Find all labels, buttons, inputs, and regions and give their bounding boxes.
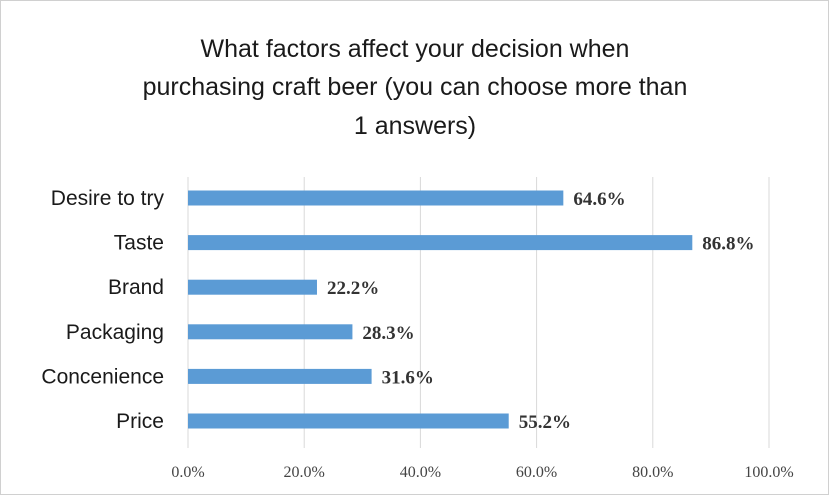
category-label: Desire to try — [51, 187, 165, 210]
chart-title-line: 1 answers) — [354, 112, 476, 140]
category-label: Packaging — [66, 321, 164, 344]
data-label: 31.6% — [382, 367, 434, 388]
x-tick-label: 0.0% — [171, 464, 204, 481]
x-tick-label: 80.0% — [632, 464, 673, 481]
bar — [188, 324, 353, 340]
data-label: 28.3% — [362, 323, 414, 344]
data-label: 22.2% — [327, 278, 379, 299]
bar — [188, 235, 693, 251]
x-axis-tick-labels: 0.0% 20.0% 40.0% 60.0% 80.0% 100.0% — [171, 464, 793, 481]
bars — [188, 190, 693, 429]
category-label: Taste — [114, 232, 164, 255]
data-label: 55.2% — [519, 412, 571, 433]
bar — [188, 413, 509, 429]
category-labels: Desire to try Taste Brand Packaging Concenie… — [41, 187, 164, 433]
chart-title-line: purchasing craft beer (you can choose mo… — [143, 73, 688, 101]
bar — [188, 279, 317, 295]
x-tick-label: 60.0% — [516, 464, 557, 481]
bar — [188, 190, 564, 206]
bar — [188, 368, 372, 384]
x-tick-label: 100.0% — [744, 464, 793, 481]
gridlines — [187, 177, 770, 448]
category-label: Price — [116, 410, 164, 433]
category-label: Concenience — [41, 365, 164, 388]
x-tick-label: 20.0% — [284, 464, 325, 481]
data-label: 86.8% — [702, 234, 754, 255]
chart-title-line: What factors affect your decision when — [201, 35, 630, 63]
data-label: 64.6% — [573, 189, 625, 210]
data-labels: 64.6% 86.8% 22.2% 28.3% 31.6% 55.2% — [327, 189, 755, 433]
x-tick-label: 40.0% — [400, 464, 441, 481]
chart-title: What factors affect your decision when pu… — [143, 35, 688, 140]
category-label: Brand — [108, 276, 164, 299]
